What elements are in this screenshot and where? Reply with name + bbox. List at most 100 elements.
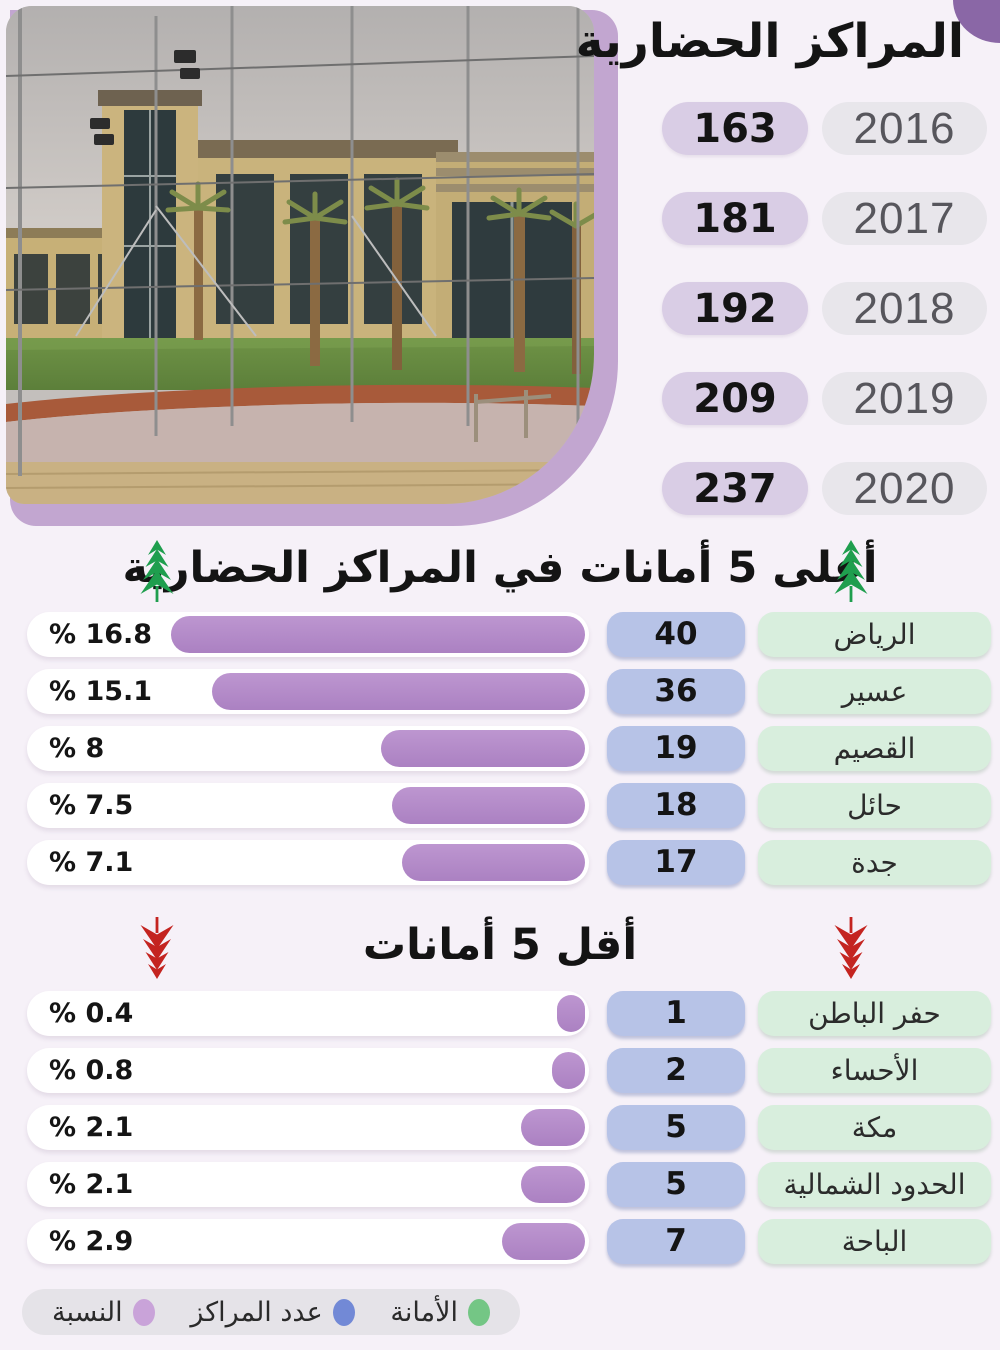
legend-item: عدد المراكز [190, 1296, 355, 1328]
count-pill: 2 [607, 1048, 745, 1093]
bar-row: % 2.1 5 مكة [0, 1105, 1000, 1150]
legend-item: الأمانة [390, 1297, 490, 1328]
bar-row: % 8 19 القصيم [0, 726, 1000, 771]
percent-pill: % 2.9 [27, 1219, 589, 1264]
region-pill: جدة [758, 840, 991, 885]
year-value-pill: 209 [662, 372, 808, 425]
count-pill: 5 [607, 1162, 745, 1207]
percent-label: % 15.1 [49, 676, 153, 707]
region-pill: مكة [758, 1105, 991, 1150]
count-pill: 1 [607, 991, 745, 1036]
count-pill: 17 [607, 840, 745, 885]
count-pill: 36 [607, 669, 745, 714]
value-bar [521, 1166, 585, 1203]
photo-scene [6, 6, 594, 504]
bar-row: % 0.4 1 حفر الباطن [0, 991, 1000, 1036]
bar-row: % 16.8 40 الرياض [0, 612, 1000, 657]
percent-label: % 2.1 [49, 1112, 134, 1143]
year-row: 192 2018 [662, 282, 987, 335]
legend-dot-icon [132, 1298, 155, 1326]
up-arrow-icon [834, 539, 868, 603]
up-arrow-icon [140, 539, 174, 603]
legend: الأمانة عدد المراكز النسبة [22, 1289, 520, 1335]
year-pill: 2016 [822, 102, 987, 155]
bar-row: % 0.8 2 الأحساء [0, 1048, 1000, 1093]
percent-pill: % 7.1 [27, 840, 589, 885]
region-pill: عسير [758, 669, 991, 714]
percent-pill: % 16.8 [27, 612, 589, 657]
region-pill: الأحساء [758, 1048, 991, 1093]
percent-pill: % 15.1 [27, 669, 589, 714]
down-arrow-icon [140, 916, 174, 980]
top5-title: أعلى 5 أمانات في المراكز الحضارية [0, 540, 1000, 602]
year-row: 209 2019 [662, 372, 987, 425]
count-pill: 19 [607, 726, 745, 771]
bar-row: % 15.1 36 عسير [0, 669, 1000, 714]
bottom5-title-text: أقل 5 أمانات [362, 920, 638, 970]
count-pill: 18 [607, 783, 745, 828]
percent-pill: % 0.4 [27, 991, 589, 1036]
count-pill: 7 [607, 1219, 745, 1264]
value-bar [502, 1223, 585, 1260]
top5-title-text: أعلى 5 أمانات في المراكز الحضارية [122, 543, 878, 593]
year-row: 163 2016 [662, 102, 987, 155]
count-pill: 40 [607, 612, 745, 657]
hero-section: المراكز الحضارية 163 2016 181 2017 192 2018 20… [0, 0, 1000, 530]
down-arrow-icon [834, 916, 868, 980]
region-pill: حائل [758, 783, 991, 828]
percent-pill: % 2.1 [27, 1162, 589, 1207]
region-pill: الرياض [758, 612, 991, 657]
value-bar [521, 1109, 585, 1146]
legend-item: النسبة [52, 1297, 155, 1328]
year-value-pill: 192 [662, 282, 808, 335]
region-pill: القصيم [758, 726, 991, 771]
year-pill: 2019 [822, 372, 987, 425]
percent-pill: % 2.1 [27, 1105, 589, 1150]
legend-label: الأمانة [390, 1296, 458, 1328]
legend-dot-icon [332, 1298, 355, 1326]
page-title: المراكز الحضارية [575, 14, 965, 69]
region-pill: الحدود الشمالية [758, 1162, 991, 1207]
percent-label: % 7.1 [49, 847, 134, 878]
year-row: 237 2020 [662, 462, 987, 515]
legend-dot-icon [468, 1298, 490, 1326]
year-pill: 2020 [822, 462, 987, 515]
years-list: 163 2016 181 2017 192 2018 209 2019 237 2020 [662, 102, 987, 552]
count-pill: 5 [607, 1105, 745, 1150]
year-value-pill: 237 [662, 462, 808, 515]
percent-label: % 0.4 [49, 998, 134, 1029]
fence [6, 6, 594, 476]
percent-label: % 7.5 [49, 790, 134, 821]
value-bar [212, 673, 585, 710]
year-value-pill: 181 [662, 192, 808, 245]
percent-pill: % 0.8 [27, 1048, 589, 1093]
value-bar [171, 616, 585, 653]
value-bar [552, 1052, 585, 1089]
value-bar [392, 787, 585, 824]
bar-row: % 7.5 18 حائل [0, 783, 1000, 828]
year-pill: 2017 [822, 192, 987, 245]
handrail [474, 390, 552, 442]
value-bar [557, 995, 585, 1032]
facility-photo [6, 6, 594, 504]
percent-label: % 2.1 [49, 1169, 134, 1200]
year-row: 181 2017 [662, 192, 987, 245]
bar-row: % 2.9 7 الباحة [0, 1219, 1000, 1264]
region-pill: حفر الباطن [758, 991, 991, 1036]
value-bar [402, 844, 585, 881]
percent-label: % 8 [49, 733, 105, 764]
floodlight-icons [90, 50, 200, 145]
year-value-pill: 163 [662, 102, 808, 155]
percent-pill: % 8 [27, 726, 589, 771]
percent-label: % 16.8 [49, 619, 153, 650]
legend-label: عدد المراكز [190, 1296, 323, 1328]
percent-label: % 2.9 [49, 1226, 134, 1257]
bar-row: % 2.1 5 الحدود الشمالية [0, 1162, 1000, 1207]
percent-label: % 0.8 [49, 1055, 134, 1086]
region-pill: الباحة [758, 1219, 991, 1264]
bottom5-title: أقل 5 أمانات [0, 917, 1000, 979]
legend-label: النسبة [52, 1296, 123, 1328]
value-bar [381, 730, 585, 767]
bar-row: % 7.1 17 جدة [0, 840, 1000, 885]
